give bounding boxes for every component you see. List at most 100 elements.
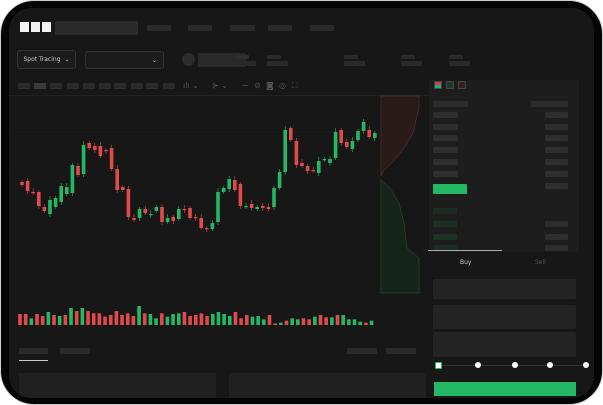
filter-button[interactable] xyxy=(347,348,377,354)
timeframe-button[interactable] xyxy=(131,83,143,89)
candle-body xyxy=(233,180,237,190)
volume-bar xyxy=(245,315,249,325)
slider-step[interactable] xyxy=(512,362,518,368)
slider-handle[interactable] xyxy=(435,362,442,369)
candle xyxy=(289,126,293,142)
candle xyxy=(126,186,131,220)
candle xyxy=(367,126,371,139)
volume-bar xyxy=(335,315,340,325)
candle-body xyxy=(221,188,226,192)
amount-input[interactable] xyxy=(433,305,576,329)
candle-body xyxy=(165,218,170,222)
candle-body xyxy=(216,192,220,222)
volume-bar xyxy=(18,314,22,325)
spot-trading-dropdown[interactable]: Spot Tracing ⌄ xyxy=(17,50,76,69)
volume-bar xyxy=(284,320,289,325)
candle xyxy=(356,129,360,142)
candle xyxy=(238,182,243,209)
slider-step[interactable] xyxy=(475,362,481,368)
volume-bar xyxy=(120,315,124,325)
bid-price xyxy=(433,245,457,251)
ruler-icon[interactable]: ⊘ xyxy=(254,81,261,90)
candle xyxy=(149,210,153,218)
tab-open-orders[interactable] xyxy=(19,348,48,354)
ask-price xyxy=(433,171,458,177)
candle-body xyxy=(177,209,181,219)
search-bar[interactable] xyxy=(55,21,138,35)
candle-body xyxy=(193,217,198,219)
slider-step[interactable] xyxy=(547,362,553,368)
total-input[interactable] xyxy=(433,332,576,357)
volume-bar xyxy=(341,315,345,325)
buy-button[interactable] xyxy=(434,382,576,396)
pair-price xyxy=(198,53,246,67)
nav-item[interactable] xyxy=(268,25,292,31)
ask-price xyxy=(433,124,458,130)
tab-sell[interactable]: Sell xyxy=(535,259,546,266)
depth-chart xyxy=(380,95,420,294)
stat-label xyxy=(267,55,281,59)
line-icon[interactable]: ∼ xyxy=(242,81,249,90)
pair-dropdown[interactable]: ⌄ xyxy=(85,51,164,69)
price-input[interactable] xyxy=(433,279,576,299)
nav-item[interactable] xyxy=(188,25,212,31)
timeframe-button[interactable] xyxy=(99,83,111,89)
timeframe-button[interactable] xyxy=(163,83,175,89)
volume-bar xyxy=(358,321,362,325)
candle-body xyxy=(238,184,243,206)
volume-bar xyxy=(182,312,187,325)
candle-body xyxy=(249,204,254,208)
candle-body xyxy=(373,133,377,138)
tab-order-history[interactable] xyxy=(60,348,90,354)
slider-step[interactable] xyxy=(583,362,589,368)
camera-icon[interactable]: ◙ xyxy=(266,81,274,90)
tab-buy[interactable]: Buy xyxy=(460,259,472,266)
candle-body xyxy=(350,141,355,149)
candle-body xyxy=(227,179,231,189)
candle-body xyxy=(154,207,159,211)
candle xyxy=(244,203,248,209)
asks-icon[interactable] xyxy=(458,81,466,89)
ask-size xyxy=(545,171,568,177)
both-sides-icon[interactable] xyxy=(434,81,442,89)
nav-item[interactable] xyxy=(310,25,334,31)
timeframe-button[interactable] xyxy=(50,83,62,89)
timeframe-button[interactable] xyxy=(83,83,95,89)
fullscreen-icon[interactable]: ⛶ xyxy=(292,81,298,90)
okx-logo[interactable] xyxy=(20,22,51,32)
timeframe-button[interactable] xyxy=(114,83,126,89)
stat-label xyxy=(449,55,463,59)
candle xyxy=(345,139,349,149)
candles-icon[interactable]: ılı ⌄ xyxy=(183,81,199,90)
timeframe-button[interactable] xyxy=(18,83,30,89)
indicator-icon[interactable]: ⊱ ⌄ xyxy=(212,81,228,90)
stat-label xyxy=(235,55,249,59)
timeframe-button[interactable] xyxy=(146,83,158,89)
candle-body xyxy=(289,128,293,140)
candle xyxy=(25,178,30,194)
volume-bar xyxy=(114,311,119,325)
bids-icon[interactable] xyxy=(446,81,454,89)
settings-icon[interactable]: ◎ xyxy=(279,81,286,90)
candle xyxy=(93,143,97,153)
ask-size xyxy=(545,183,568,189)
timeframe-button[interactable] xyxy=(34,83,46,89)
nav-item[interactable] xyxy=(147,25,171,31)
nav-item[interactable] xyxy=(230,25,255,31)
candle-body xyxy=(305,166,310,171)
candlestick-chart[interactable] xyxy=(9,8,429,338)
candle xyxy=(373,131,377,141)
candle-body xyxy=(322,159,327,161)
volume-bar xyxy=(148,314,153,325)
volume-bar xyxy=(103,316,107,325)
bid-size xyxy=(545,234,568,240)
filter-button[interactable] xyxy=(386,348,416,354)
active-tab-indicator xyxy=(428,250,502,251)
candle xyxy=(227,176,231,192)
candle-body xyxy=(182,209,187,211)
volume-bar xyxy=(159,313,164,325)
candle-body xyxy=(109,148,114,169)
candle xyxy=(210,220,215,231)
timeframe-button[interactable] xyxy=(67,83,79,89)
candle-body xyxy=(272,188,276,207)
